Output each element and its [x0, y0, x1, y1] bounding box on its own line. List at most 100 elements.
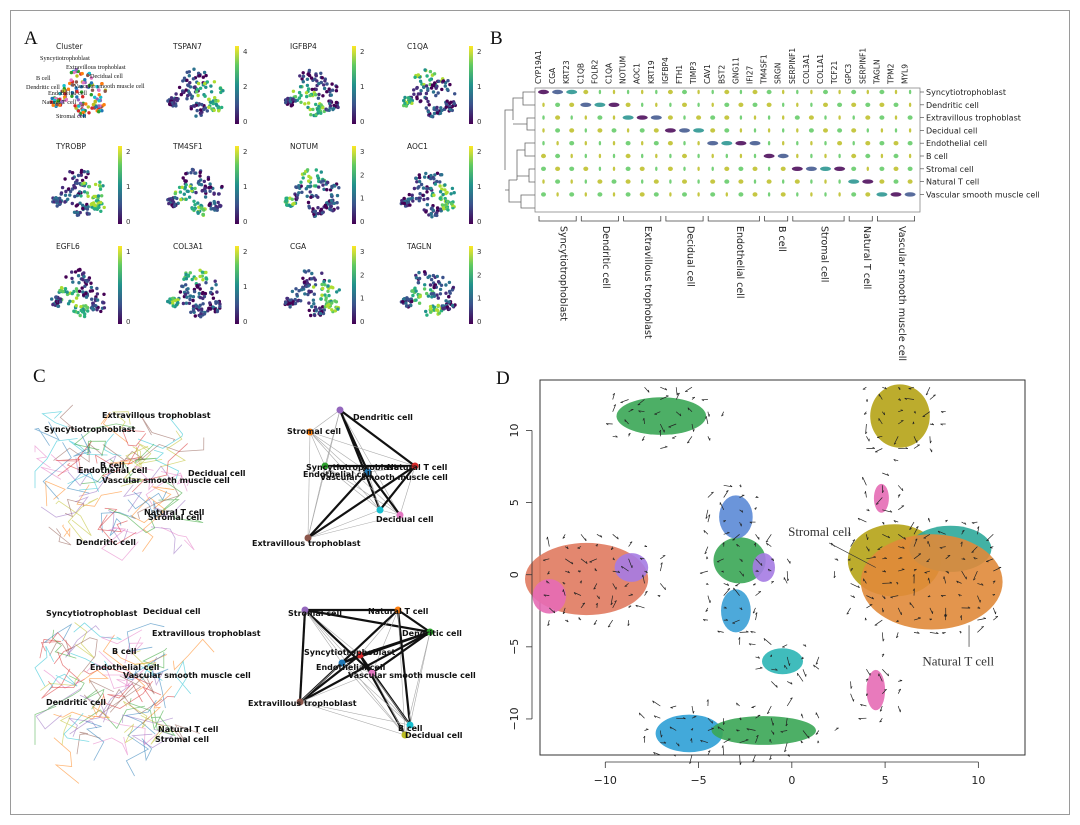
umap-point — [328, 90, 332, 94]
umap-point — [332, 103, 336, 108]
velocity-arrow — [850, 595, 855, 599]
gene-label: SERPINF1 — [858, 48, 867, 84]
umap-point — [291, 89, 296, 93]
umap-point — [79, 305, 83, 309]
velocity-arrow — [670, 705, 677, 708]
arrow-head — [787, 578, 790, 582]
trajectory-line — [125, 717, 150, 777]
umap-point — [54, 295, 58, 299]
velocity-arrow — [653, 751, 661, 756]
umap-point — [322, 83, 326, 87]
violin — [538, 89, 549, 95]
violin — [597, 115, 603, 120]
umap-point — [401, 300, 405, 304]
arrow-head — [864, 491, 866, 494]
arrow-head — [702, 619, 706, 622]
umap-point — [186, 291, 190, 295]
group-bracket — [665, 216, 704, 222]
umap-point — [304, 284, 309, 289]
trajectory-line — [107, 682, 143, 703]
group-label: Vascular smooth muscle cell — [896, 226, 907, 361]
arrow-head — [887, 535, 890, 539]
velocity-arrow — [882, 533, 890, 539]
umap-point — [81, 81, 85, 85]
umap-point — [291, 202, 295, 206]
umap-point — [80, 71, 84, 76]
trajectory-line — [131, 496, 167, 524]
umap-point — [58, 300, 63, 304]
violin — [824, 179, 827, 184]
arrow-head — [595, 602, 598, 606]
umap-point — [89, 281, 93, 285]
umap-point — [208, 307, 213, 311]
gene-label: COL3A1 — [802, 54, 811, 84]
umap-point — [77, 104, 81, 108]
row-label: Syncytiotrophoblast — [926, 88, 1006, 97]
cell-type-label: Decidual cell — [143, 607, 201, 616]
arrow-head — [547, 572, 550, 575]
velocity-arrow — [882, 472, 889, 476]
umap-point — [415, 95, 419, 99]
umap-point — [313, 313, 317, 318]
umap-point — [83, 284, 87, 288]
graph-edge — [309, 431, 416, 467]
arrow-head — [790, 681, 793, 685]
row-label: Extravillous trophoblast — [926, 114, 1021, 123]
graph-edge — [359, 654, 406, 736]
velocity-arrow — [784, 742, 788, 752]
violin — [739, 89, 743, 95]
umap-point — [307, 179, 311, 183]
umap-point — [322, 280, 326, 284]
violin — [890, 192, 902, 197]
velocity-arrow — [874, 448, 883, 453]
violin — [767, 115, 771, 120]
umap-point — [66, 87, 71, 91]
umap-point — [196, 201, 200, 205]
arrow-head — [749, 521, 753, 524]
umap-point — [179, 92, 183, 97]
velocity-arrow — [961, 541, 963, 547]
umap-point — [432, 177, 436, 181]
violin — [753, 115, 757, 120]
arrow-head — [866, 399, 868, 402]
trajectory-line — [42, 442, 72, 500]
arrow-head — [610, 602, 613, 606]
umap-point — [78, 313, 82, 318]
umap-point — [196, 81, 201, 86]
violin — [625, 102, 631, 107]
umap-point — [174, 303, 179, 307]
umap-point — [71, 83, 75, 87]
trajectory-line — [33, 421, 60, 446]
gene-label: TM4SF1 — [760, 54, 769, 85]
umap-point — [330, 184, 334, 189]
umap-point — [212, 108, 216, 113]
umap-point — [102, 205, 106, 210]
violin — [880, 153, 884, 159]
arrow-head — [750, 631, 753, 634]
arrow-head — [725, 490, 729, 492]
violin — [907, 166, 913, 171]
cluster-label: Vascular smooth muscle cell — [74, 83, 145, 90]
arrow-head — [867, 508, 870, 512]
arrow-head — [759, 666, 763, 669]
umap-point — [319, 297, 323, 301]
velocity-arrow — [719, 502, 725, 510]
arrow-head — [769, 654, 772, 657]
velocity-arrow — [866, 546, 870, 552]
violin — [739, 128, 743, 133]
violin — [738, 192, 744, 197]
cell-type-label: Decidual cell — [376, 515, 434, 524]
arrow-head — [981, 626, 984, 628]
violin — [880, 128, 884, 133]
velocity-arrow — [735, 583, 740, 587]
arrow-head — [846, 612, 850, 615]
umap-point — [171, 304, 175, 308]
umap-point — [50, 297, 54, 301]
umap-point — [432, 72, 437, 76]
velocity-arrow — [750, 630, 756, 633]
velocity-arrow — [797, 673, 804, 682]
arrow-head — [708, 414, 711, 417]
arrow-head — [543, 559, 546, 562]
arrow-head — [699, 572, 703, 575]
umap-point — [76, 98, 80, 102]
